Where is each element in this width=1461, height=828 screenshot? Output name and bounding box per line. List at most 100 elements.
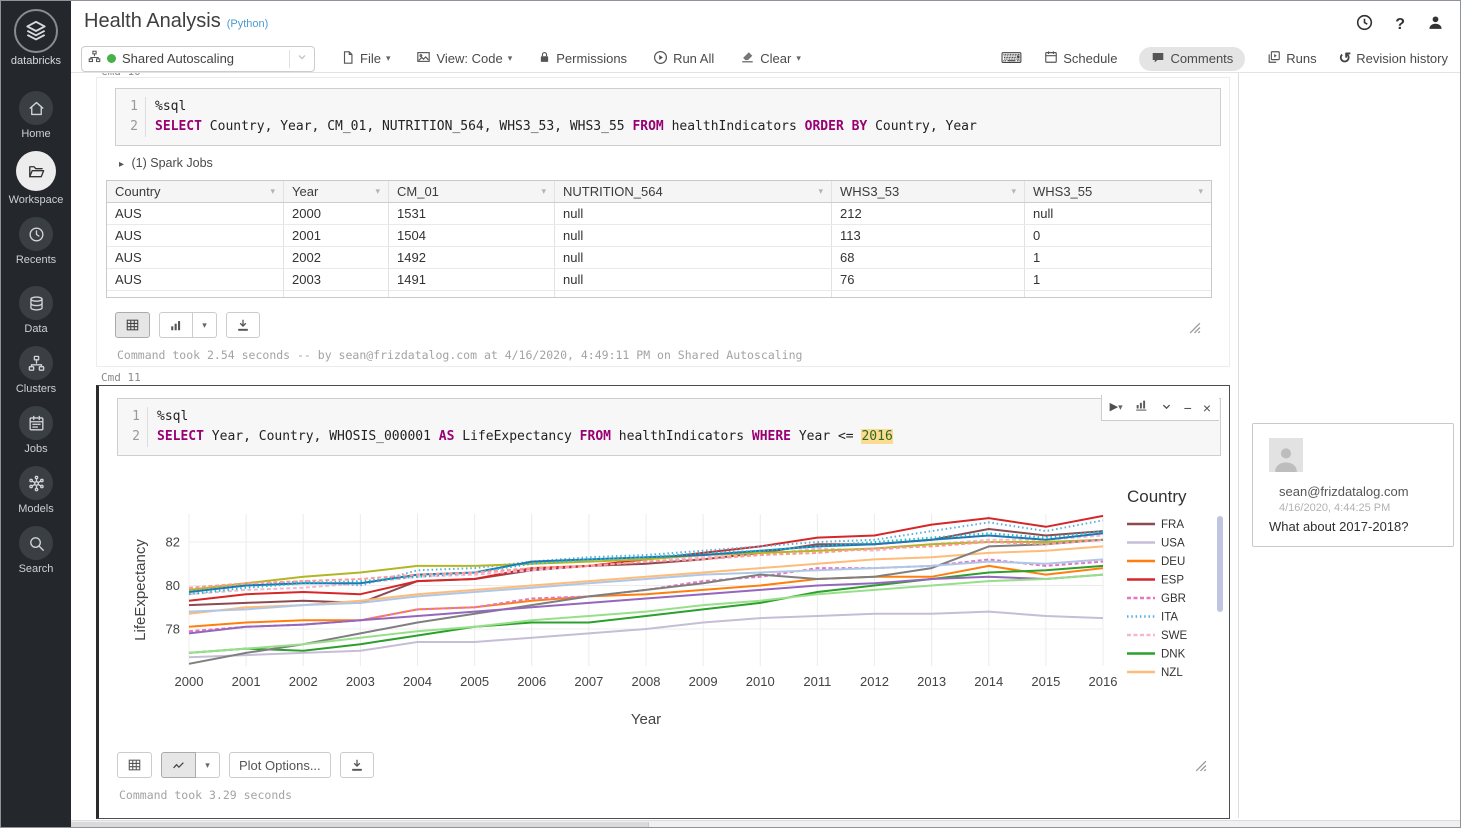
chart-options-caret-button[interactable]: ▾ <box>193 312 217 338</box>
comments-button[interactable]: Comments <box>1139 47 1245 71</box>
main-header: Health Analysis(Python) ? <box>71 1 1460 45</box>
sort-icon[interactable]: ▾ <box>270 186 275 197</box>
x-tick-label: 2004 <box>403 674 432 689</box>
sort-icon[interactable]: ▾ <box>541 186 546 197</box>
table-cell: 76 <box>832 269 1025 290</box>
table-view-button[interactable] <box>115 312 150 338</box>
databricks-logo[interactable]: databricks <box>1 9 71 67</box>
spark-jobs-toggle[interactable]: ▸ (1) Spark Jobs <box>119 156 213 170</box>
legend-item-ITA[interactable]: ITA <box>1161 612 1178 624</box>
sort-icon[interactable]: ▾ <box>1198 186 1203 197</box>
x-tick-label: 2016 <box>1089 674 1118 689</box>
history-icon: ↺ <box>1339 51 1352 66</box>
runs-button[interactable]: Runs <box>1267 50 1316 67</box>
horizontal-scrollbar[interactable] <box>71 820 1460 828</box>
column-header[interactable]: CM_01▾ <box>389 181 555 202</box>
x-tick-label: 2005 <box>460 674 489 689</box>
legend-item-FRA[interactable]: FRA <box>1161 519 1184 531</box>
user-icon[interactable] <box>1427 14 1444 36</box>
resize-handle-icon[interactable] <box>1188 321 1201 339</box>
cmd10-code-editor[interactable]: 1%sql2SELECT Country, Year, CM_01, NUTRI… <box>115 88 1221 146</box>
x-tick-label: 2014 <box>974 674 1003 689</box>
plot-options-button[interactable]: Plot Options... <box>229 752 331 778</box>
sidebar-item-recents[interactable]: Recents <box>1 217 71 266</box>
sidebar-item-label: Clusters <box>1 383 71 395</box>
column-header[interactable]: WHS3_55▾ <box>1025 181 1211 202</box>
cluster-selector[interactable]: Shared Autoscaling <box>81 46 315 72</box>
run-cell-icon[interactable]: ▶▾ <box>1110 402 1123 413</box>
sidebar-item-jobs[interactable]: Jobs <box>1 406 71 455</box>
legend-item-NZL[interactable]: NZL <box>1161 667 1183 679</box>
recents-icon <box>27 225 46 244</box>
sidebar-item-clusters[interactable]: Clusters <box>1 346 71 395</box>
avatar <box>1269 438 1303 472</box>
column-header[interactable]: NUTRITION_564▾ <box>555 181 832 202</box>
minimize-cell-icon[interactable]: − <box>1184 401 1192 415</box>
legend-item-GBR[interactable]: GBR <box>1161 593 1186 605</box>
code-line[interactable]: 2SELECT Year, Country, WHOSIS_000001 AS … <box>118 427 1220 447</box>
comment-timestamp: 4/16/2020, 4:44:25 PM <box>1279 502 1439 514</box>
cluster-name: Shared Autoscaling <box>122 51 283 66</box>
run-all-button[interactable]: Run All <box>653 50 714 68</box>
help-icon[interactable]: ? <box>1395 16 1405 34</box>
cmd11-code-editor[interactable]: 1%sql2SELECT Year, Country, WHOSIS_00000… <box>117 398 1221 456</box>
comment-bubble-icon <box>1151 51 1165 67</box>
revision-history-button[interactable]: ↺ Revision history <box>1339 51 1448 66</box>
permissions-menu[interactable]: Permissions <box>538 50 627 67</box>
table-row: AUS20001531null212null <box>107 203 1211 225</box>
sidebar-item-data[interactable]: Data <box>1 286 71 335</box>
scrollbar-thumb[interactable] <box>71 822 649 828</box>
sidebar-item-workspace[interactable]: Workspace <box>1 151 71 206</box>
legend-item-DNK[interactable]: DNK <box>1161 649 1186 661</box>
sidebar-item-models[interactable]: Models <box>1 466 71 515</box>
resize-handle-icon[interactable] <box>1194 759 1207 777</box>
comment-card[interactable]: sean@frizdatalog.com 4/16/2020, 4:44:25 … <box>1252 423 1454 547</box>
download-button[interactable] <box>226 312 260 338</box>
column-header[interactable]: WHS3_53▾ <box>832 181 1025 202</box>
collapse-chevron-icon[interactable] <box>1160 399 1173 417</box>
view-menu[interactable]: View: Code▾ <box>416 50 512 67</box>
table-cell: AUS <box>107 225 284 246</box>
keyboard-shortcuts-icon[interactable]: ⌨ <box>1001 51 1023 66</box>
lock-icon <box>538 50 551 67</box>
life-expectancy-chart: 7880822000200120022003200420052006200720… <box>119 458 1229 748</box>
cell-controls: ▶▾ − × <box>1101 395 1219 421</box>
code-line[interactable]: 1%sql <box>116 97 1220 117</box>
close-cell-icon[interactable]: × <box>1203 401 1211 415</box>
x-tick-label: 2006 <box>517 674 546 689</box>
code-line[interactable]: 1%sql <box>118 407 1220 427</box>
legend-item-SWE[interactable]: SWE <box>1161 630 1188 642</box>
line-chart-view-button[interactable] <box>161 752 196 778</box>
y-tick-label: 82 <box>166 535 180 550</box>
cell-cmd10[interactable]: 1%sql2SELECT Country, Year, CM_01, NUTRI… <box>96 77 1230 367</box>
legend-item-USA[interactable]: USA <box>1161 538 1185 550</box>
bar-chart-view-button[interactable] <box>159 312 193 338</box>
clear-menu[interactable]: Clear▾ <box>740 50 801 67</box>
clusters-tree-icon <box>88 50 101 68</box>
data-icon <box>27 294 46 313</box>
schedule-button[interactable]: Schedule <box>1044 50 1117 67</box>
page-title: Health Analysis(Python) <box>84 10 268 33</box>
column-header[interactable]: Country▾ <box>107 181 284 202</box>
download-button[interactable] <box>340 752 374 778</box>
search-icon <box>27 534 46 553</box>
notebook-language[interactable]: (Python) <box>227 18 269 30</box>
legend-item-DEU[interactable]: DEU <box>1161 556 1185 568</box>
cell-cmd11[interactable]: ▶▾ − × 1%sql2SELECT Year, Country, WHOSI… <box>96 385 1230 819</box>
code-line[interactable]: 2SELECT Country, Year, CM_01, NUTRITION_… <box>116 117 1220 137</box>
table-cell: 2003 <box>284 269 389 290</box>
chevron-down-icon[interactable] <box>296 50 308 68</box>
file-menu[interactable]: File▾ <box>341 50 390 68</box>
clock-icon[interactable] <box>1356 14 1373 36</box>
chart-cell-icon[interactable] <box>1134 398 1149 417</box>
legend-scrollbar[interactable] <box>1217 516 1223 612</box>
table-view-button[interactable] <box>117 752 152 778</box>
chart-options-caret-button[interactable]: ▾ <box>196 752 220 778</box>
sidebar-item-home[interactable]: Home <box>1 91 71 140</box>
sort-icon[interactable]: ▾ <box>375 186 380 197</box>
sort-icon[interactable]: ▾ <box>1011 186 1016 197</box>
column-header[interactable]: Year▾ <box>284 181 389 202</box>
legend-item-ESP[interactable]: ESP <box>1161 575 1184 587</box>
sidebar-item-search[interactable]: Search <box>1 526 71 575</box>
sort-icon[interactable]: ▾ <box>818 186 823 197</box>
